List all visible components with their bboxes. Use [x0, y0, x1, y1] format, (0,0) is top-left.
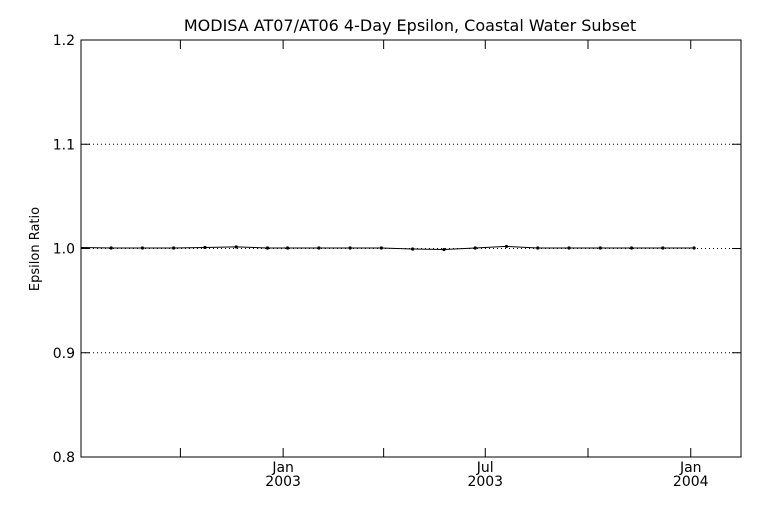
data-point-12	[442, 247, 446, 252]
data-point-1	[109, 246, 113, 250]
data-point-9	[348, 246, 352, 250]
data-point-13	[473, 246, 477, 250]
data-point-2	[140, 246, 145, 250]
data-point-3	[172, 246, 176, 250]
y-axis-label: Epsilon Ratio	[28, 207, 43, 291]
x-tick-sublabel-1: 2003	[265, 474, 301, 490]
x-tick-label-3: Jul	[476, 460, 494, 476]
data-point-14	[504, 244, 509, 249]
chart-title: MODISA AT07/AT06 4-Day Epsilon, Coastal …	[184, 16, 636, 35]
x-tick-label-5: Jan	[679, 460, 702, 476]
x-tick-sublabel-3: 2003	[467, 474, 503, 490]
x-tick-sublabel-5: 2004	[673, 474, 709, 490]
data-point-19	[661, 246, 665, 250]
y-tick-label-2: 1.0	[53, 242, 75, 258]
y-tick-label-3: 1.1	[53, 137, 75, 153]
data-point-7	[285, 246, 290, 250]
x-tick-label-1: Jan	[271, 460, 294, 476]
data-point-15	[536, 246, 540, 250]
data-point-20	[692, 246, 696, 250]
data-point-4	[203, 245, 207, 250]
data-point-16	[567, 246, 571, 250]
y-tick-label-4: 1.2	[53, 33, 75, 49]
y-tick-label-0: 0.8	[53, 450, 75, 466]
data-point-8	[317, 246, 321, 250]
data-point-17	[598, 246, 602, 250]
data-point-11	[411, 247, 415, 251]
y-axis: 0.8 0.9 1.0 1.1 1.2	[53, 33, 741, 466]
data-point-5	[234, 245, 238, 249]
y-tick-label-1: 0.9	[53, 346, 75, 362]
data-point-18	[629, 246, 634, 250]
series-layer	[80, 244, 696, 252]
data-point-10	[379, 246, 384, 250]
data-point-6	[265, 246, 270, 250]
